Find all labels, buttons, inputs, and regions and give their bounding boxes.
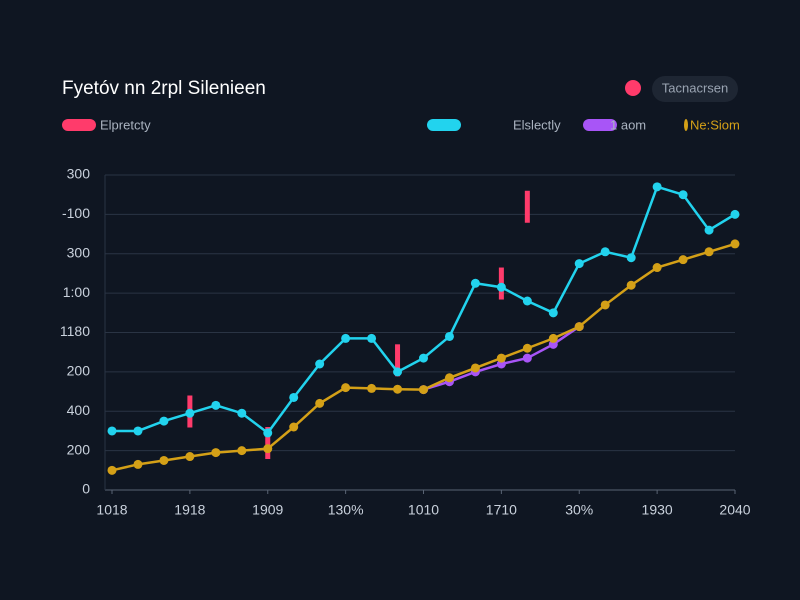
chart-title: Fyetóv nn 2rpl Silenieen <box>62 78 266 99</box>
x-tick-label: 1909 <box>252 502 283 518</box>
y-tick-label: 1180 <box>60 323 90 339</box>
x-tick-label: 130% <box>328 502 364 518</box>
point <box>367 383 377 393</box>
point <box>237 408 247 418</box>
y-tick-label: -100 <box>62 205 90 221</box>
y-tick-label: 300 <box>67 166 91 182</box>
point <box>470 278 480 288</box>
point <box>107 426 117 436</box>
point <box>522 343 532 353</box>
legend-label: Ne:Siom <box>690 117 740 132</box>
point <box>730 209 740 219</box>
point <box>678 190 688 200</box>
point <box>470 363 480 373</box>
point <box>548 308 558 318</box>
point <box>444 373 454 383</box>
point <box>730 239 740 249</box>
point <box>211 448 221 458</box>
point <box>393 367 403 377</box>
point <box>367 333 377 343</box>
x-tick-label: 1710 <box>486 502 517 518</box>
legend-label: Elpretcty <box>100 117 151 132</box>
point <box>419 353 428 363</box>
x-tick-label: 1010 <box>408 502 439 518</box>
point <box>133 459 143 469</box>
point <box>419 385 428 395</box>
point <box>704 247 714 257</box>
point <box>133 426 143 436</box>
point <box>626 253 636 263</box>
point <box>263 444 273 454</box>
point <box>289 422 299 432</box>
y-tick-label: 1:00 <box>63 284 90 300</box>
point <box>237 446 247 456</box>
spike <box>524 190 530 223</box>
point <box>341 333 351 343</box>
point <box>444 331 454 341</box>
legend-swatch <box>684 119 688 131</box>
point <box>159 416 169 426</box>
x-tick-label: 1930 <box>642 502 673 518</box>
spike <box>265 427 271 459</box>
x-tick-label: 1918 <box>174 502 205 518</box>
x-tick-label: 1018 <box>96 502 127 518</box>
point <box>341 383 351 393</box>
point <box>600 300 610 310</box>
y-tick-label: 400 <box>67 402 91 418</box>
legend-swatch <box>62 119 96 131</box>
point <box>315 359 325 369</box>
point <box>185 408 195 418</box>
point <box>704 225 714 235</box>
point <box>107 465 117 475</box>
point <box>548 333 558 343</box>
x-tick-label: 2040 <box>719 502 750 518</box>
point <box>185 452 195 462</box>
point <box>522 296 532 306</box>
y-tick-label: 200 <box>67 441 91 457</box>
point <box>315 398 325 408</box>
point <box>159 455 169 465</box>
point <box>496 282 506 292</box>
point <box>652 263 662 273</box>
point <box>574 322 584 332</box>
point <box>522 353 532 363</box>
y-tick-label: 200 <box>67 363 91 379</box>
point <box>652 182 662 192</box>
point <box>393 384 403 394</box>
point <box>574 259 584 269</box>
point <box>678 255 688 265</box>
button-label[interactable]: Tacnacrsen <box>662 80 728 95</box>
point <box>211 400 221 410</box>
point <box>496 353 506 363</box>
button-dot <box>625 80 641 96</box>
point <box>263 428 273 438</box>
x-tick-label: 30% <box>565 502 593 518</box>
y-tick-label: 300 <box>67 244 91 260</box>
button[interactable] <box>652 76 738 102</box>
point <box>626 280 636 290</box>
point <box>289 392 299 402</box>
legend-label: Elslectly <box>513 117 561 132</box>
point <box>600 247 610 257</box>
spike <box>395 344 401 377</box>
y-tick-label: 0 <box>82 481 90 497</box>
legend-label: 1 aom <box>610 117 646 132</box>
legend-swatch <box>583 119 617 131</box>
legend-swatch <box>427 119 461 131</box>
